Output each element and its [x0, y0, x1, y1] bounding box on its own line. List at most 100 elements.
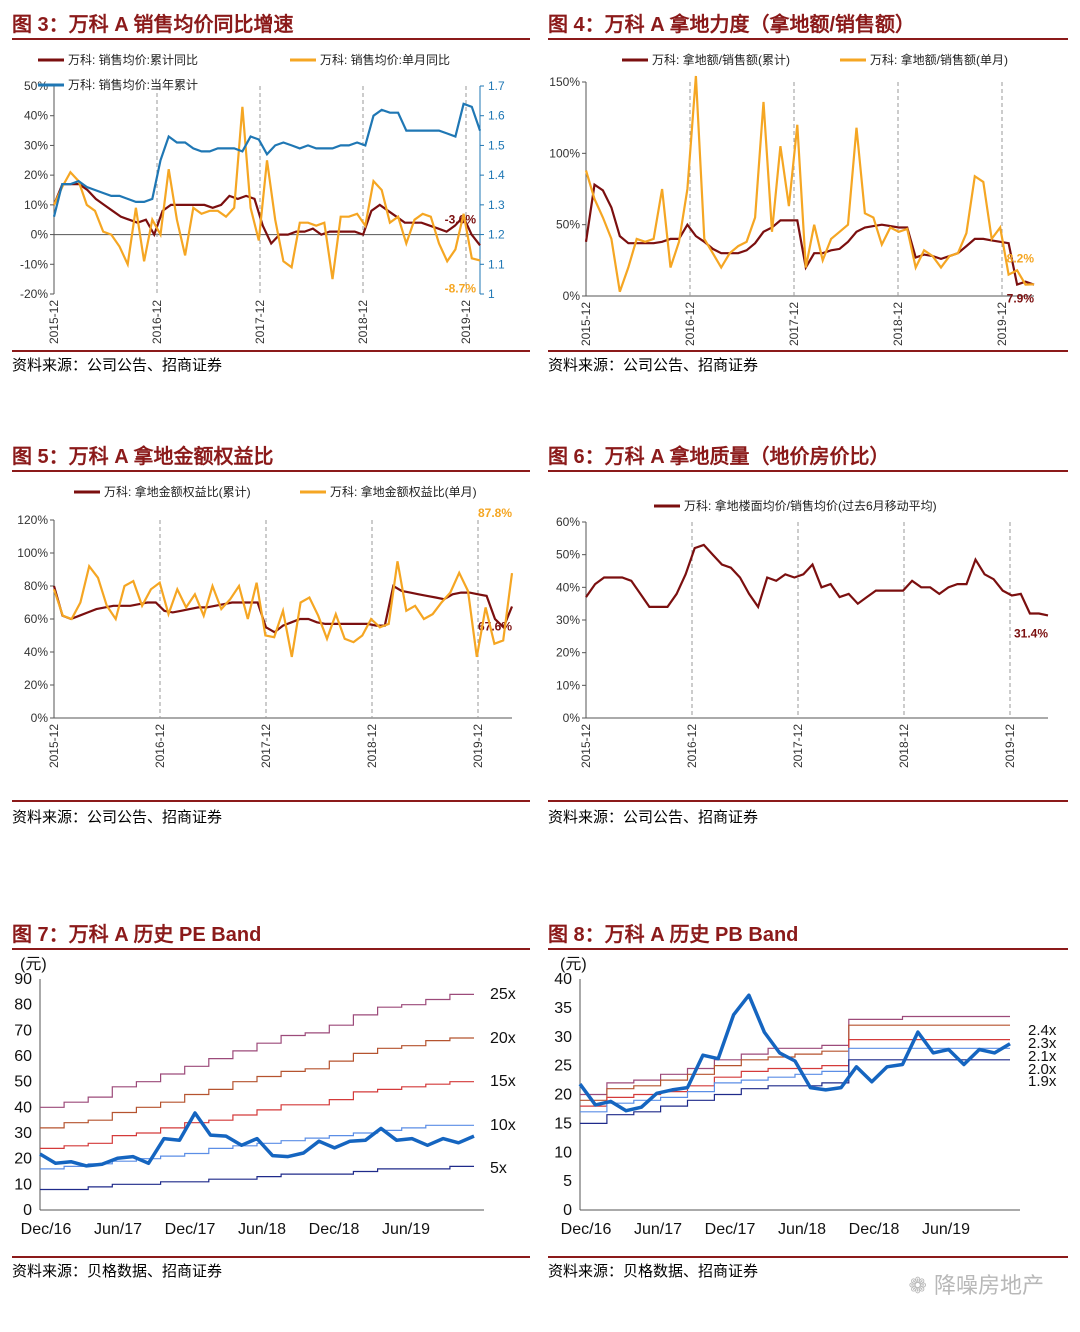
figure-6-title-rule: [548, 470, 1068, 472]
y-tick-label: 40%: [24, 645, 48, 659]
watermark-text: 降噪房地产: [933, 1274, 1044, 1299]
figure-4-panel: 图 4：万科 A 拿地力度（拿地额/销售额） 0% 50% 100% 150% 2015…: [548, 8, 1068, 388]
y2-tick-label: 1.4: [488, 168, 505, 182]
band-label: 20x: [490, 1030, 516, 1047]
x-tick-label: 2018-12: [365, 724, 379, 768]
y-tick-label: 30: [554, 1029, 572, 1046]
series-end-label: -8.7%: [445, 281, 477, 295]
y2-tick-label: 1.5: [488, 138, 505, 152]
series-line-2: [52, 106, 481, 280]
y-tick-label: 30%: [556, 613, 580, 627]
y-tick-label: 35: [554, 1000, 572, 1017]
y-tick-label: 30: [14, 1125, 32, 1142]
y2-tick-label: 1.2: [488, 228, 505, 242]
unit-label: (元): [560, 956, 587, 973]
series-line-1: [52, 584, 514, 634]
figure-8-chart: (元) 0 5 10 15 20 25 30 35 40 Dec/16 Jun/17 Dec/17 Jun…: [554, 956, 1057, 1238]
y-tick-label: 20%: [24, 168, 48, 182]
y-tick-label: 5: [563, 1173, 572, 1190]
x-tick-label: Dec/18: [309, 1221, 360, 1238]
x-tick-label: 2019-12: [1003, 724, 1017, 768]
band-label: 2.3x: [1028, 1035, 1057, 1052]
y-tick-label: 100%: [17, 546, 48, 560]
series-end-label: 87.8%: [478, 506, 512, 520]
legend-label: 万科: 拿地金额权益比(单月): [330, 484, 477, 499]
band-line-2: [40, 1037, 474, 1129]
band-line-5: [580, 1059, 1010, 1124]
y2-tick-label: 1.6: [488, 109, 505, 123]
x-tick-label: Jun/17: [94, 1221, 142, 1238]
series-end-label: 7.9%: [1007, 292, 1035, 306]
figure-3-title-rule: [12, 38, 530, 40]
x-tick-label: 2015-12: [579, 724, 593, 768]
y-tick-label: 50%: [556, 218, 580, 232]
y2-tick-label: 1: [488, 287, 495, 301]
band-label: 10x: [490, 1117, 516, 1134]
legend-label: 万科: 销售均价:累计同比: [68, 52, 198, 67]
figure-8-title: 图 8：万科 A 历史 PB Band: [548, 924, 799, 946]
watermark: ❁ 降噪房地产: [909, 1268, 1044, 1300]
x-tick-label: 2018-12: [356, 300, 370, 344]
figure-6-source-rule: [548, 800, 1068, 802]
price-line: [578, 993, 1011, 1113]
y-tick-label: 50%: [24, 79, 48, 93]
x-tick-label: 2016-12: [150, 300, 164, 344]
figure-5-title: 图 5：万科 A 拿地金额权益比: [12, 446, 274, 468]
legend-label: 万科: 拿地金额权益比(累计): [104, 484, 251, 499]
figure-3-chart: -20% -10% 0% 10% 20% 30% 40% 50% 1 1.1 1.2 1.3 1.4 1.…: [20, 52, 505, 344]
x-tick-label: 2016-12: [683, 302, 697, 346]
y-tick-label: -10%: [20, 257, 48, 271]
x-tick-label: 2017-12: [791, 724, 805, 768]
y2-tick-label: 1.3: [488, 198, 505, 212]
figure-3-source: 资料来源：公司公告、招商证券: [12, 356, 223, 374]
figure-8-panel: 图 8：万科 A 历史 PB Band (元) 0 5 10 15 20 25 30 35 40 D…: [548, 918, 1068, 1288]
y2-tick-label: 1.7: [488, 79, 505, 93]
y-tick-label: 120%: [17, 513, 48, 527]
series-end-label: -3.6%: [445, 212, 477, 226]
x-tick-label: 2019-12: [459, 300, 473, 344]
x-tick-label: 2018-12: [891, 302, 905, 346]
y-tick-label: 100%: [549, 146, 580, 160]
y-tick-label: 30%: [24, 138, 48, 152]
legend-label: 万科: 拿地额/销售额(单月): [870, 52, 1008, 67]
x-tick-label: 2016-12: [153, 724, 167, 768]
y-tick-label: 0: [23, 1202, 32, 1219]
series-line-3: [52, 102, 482, 217]
legend-label: 万科: 销售均价:当年累计: [68, 77, 198, 92]
y-tick-label: 60%: [556, 515, 580, 529]
y-tick-label: 150%: [549, 75, 580, 89]
figure-7-title: 图 7：万科 A 历史 PE Band: [12, 924, 262, 946]
figure-4-source-rule: [548, 350, 1068, 352]
price-line: [39, 1111, 475, 1168]
y2-tick-label: 1.1: [488, 257, 505, 271]
figure-6-chart: 0% 10% 20% 30% 40% 50% 60% 2015-12 2016-12 2017-1…: [556, 498, 1049, 768]
x-tick-label: Dec/18: [849, 1221, 900, 1238]
series-line-1: [585, 543, 1049, 617]
band-label: 2.4x: [1028, 1022, 1057, 1039]
series-line-2: [52, 561, 514, 658]
figure-8-source-rule: [548, 1256, 1068, 1258]
figure-5-panel: 图 5：万科 A 拿地金额权益比 0% 20% 40% 60% 80% 100% 120% 2…: [12, 440, 530, 840]
figure-5-source-rule: [12, 800, 530, 802]
figure-5-chart: 0% 20% 40% 60% 80% 100% 120% 2015-12 2016-12 2017…: [17, 484, 514, 768]
series-line-1: [52, 183, 481, 246]
band-line-1: [580, 1015, 1010, 1096]
figure-7-source: 资料来源：贝格数据、招商证券: [12, 1262, 223, 1280]
y-tick-label: 25: [554, 1058, 572, 1075]
figure-7-panel: 图 7：万科 A 历史 PE Band (元) 0 10 20 30 40 50 60 70 80…: [12, 918, 530, 1288]
y-tick-label: 80%: [24, 579, 48, 593]
figure-3-source-rule: [12, 350, 530, 352]
y-tick-label: 40%: [24, 109, 48, 123]
band-label: 1.9x: [1028, 1073, 1057, 1090]
y-tick-label: 40: [554, 971, 572, 988]
band-label: 5x: [490, 1160, 507, 1177]
y-tick-label: 40%: [556, 580, 580, 594]
figure-3-panel: 图 3：万科 A 销售均价同比增速 -20% -10% 0% 10% 20% 30% 40%…: [12, 8, 530, 388]
figure-6-title: 图 6：万科 A 拿地质量（地价房价比）: [548, 446, 890, 468]
y-tick-label: 0%: [31, 228, 49, 242]
y-tick-label: 10%: [556, 678, 580, 692]
x-tick-label: Dec/16: [21, 1221, 72, 1238]
y-tick-label: 0%: [31, 711, 49, 725]
x-tick-label: Jun/19: [922, 1221, 970, 1238]
y-tick-label: 15: [554, 1115, 572, 1132]
